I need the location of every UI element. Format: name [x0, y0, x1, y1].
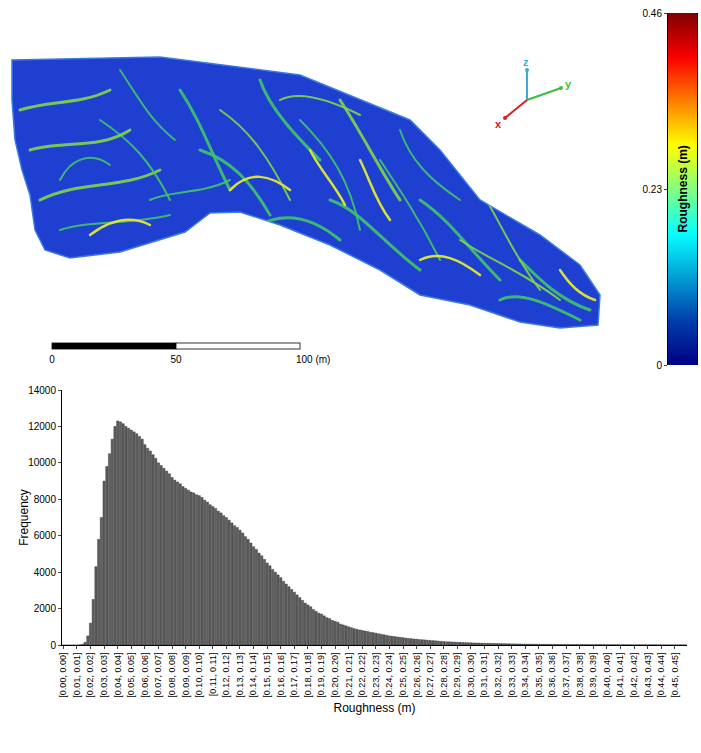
svg-text:[0.23, 0.23]: [0.23, 0.23] — [371, 653, 381, 698]
svg-text:12000: 12000 — [28, 421, 56, 432]
svg-text:[0.15, 0.15]: [0.15, 0.15] — [262, 653, 272, 698]
svg-text:[0.19, 0.19]: [0.19, 0.19] — [316, 653, 326, 698]
svg-text:[0.39, 0.39]: [0.39, 0.39] — [588, 653, 598, 698]
svg-text:[0.20, 0.20]: [0.20, 0.20] — [330, 653, 340, 698]
svg-text:y: y — [565, 78, 572, 90]
svg-text:[0.35, 0.35]: [0.35, 0.35] — [534, 653, 544, 698]
svg-text:[0.24, 0.24]: [0.24, 0.24] — [384, 653, 394, 698]
svg-text:[0.10, 0.10]: [0.10, 0.10] — [194, 653, 204, 698]
svg-text:0.23: 0.23 — [643, 184, 663, 195]
svg-text:Roughness (m): Roughness (m) — [676, 145, 690, 232]
svg-text:[0.42, 0.42]: [0.42, 0.42] — [629, 653, 639, 698]
svg-text:[0.38, 0.38]: [0.38, 0.38] — [575, 653, 585, 698]
svg-text:14000: 14000 — [28, 385, 56, 396]
svg-text:0: 0 — [49, 354, 55, 365]
svg-text:Frequency: Frequency — [17, 489, 31, 546]
svg-text:[0.12, 0.12]: [0.12, 0.12] — [221, 653, 231, 698]
svg-text:4000: 4000 — [34, 567, 57, 578]
svg-text:[0.18, 0.18]: [0.18, 0.18] — [303, 653, 313, 698]
svg-text:[0.33, 0.33]: [0.33, 0.33] — [507, 653, 517, 698]
svg-text:[0.25, 0.25]: [0.25, 0.25] — [398, 653, 408, 698]
svg-text:[0.45, 0.45]: [0.45, 0.45] — [670, 653, 680, 698]
svg-text:z: z — [523, 56, 529, 68]
svg-text:[0.34, 0.34]: [0.34, 0.34] — [520, 653, 530, 698]
svg-text:[0.21, 0.21]: [0.21, 0.21] — [344, 653, 354, 698]
svg-text:[0.09, 0.09]: [0.09, 0.09] — [181, 653, 191, 698]
svg-text:[0.41, 0.41]: [0.41, 0.41] — [615, 653, 625, 698]
svg-text:[0.04, 0.04]: [0.04, 0.04] — [113, 653, 123, 698]
svg-text:[0.02, 0.02]: [0.02, 0.02] — [85, 653, 95, 698]
svg-text:[0.43, 0.43]: [0.43, 0.43] — [643, 653, 653, 698]
svg-text:[0.40, 0.40]: [0.40, 0.40] — [602, 653, 612, 698]
svg-text:8000: 8000 — [34, 494, 57, 505]
svg-text:[0.31, 0.31]: [0.31, 0.31] — [479, 653, 489, 698]
svg-text:0: 0 — [50, 640, 56, 651]
svg-text:[0.00, 0.00]: [0.00, 0.00] — [58, 653, 68, 698]
svg-text:x: x — [495, 118, 502, 130]
svg-text:[0.17, 0.17]: [0.17, 0.17] — [289, 653, 299, 698]
svg-text:[0.05, 0.05]: [0.05, 0.05] — [126, 653, 136, 698]
svg-text:[0.07, 0.07]: [0.07, 0.07] — [153, 653, 163, 698]
svg-text:[0.29, 0.29]: [0.29, 0.29] — [452, 653, 462, 698]
svg-text:6000: 6000 — [34, 530, 57, 541]
svg-text:[0.30, 0.30]: [0.30, 0.30] — [466, 653, 476, 698]
svg-text:[0.01, 0.01]: [0.01, 0.01] — [72, 653, 82, 698]
svg-text:[0.03, 0.03]: [0.03, 0.03] — [99, 653, 109, 698]
svg-text:[0.44, 0.44]: [0.44, 0.44] — [656, 653, 666, 698]
svg-text:[0.08, 0.08]: [0.08, 0.08] — [167, 653, 177, 698]
svg-text:50: 50 — [170, 354, 182, 365]
svg-text:0: 0 — [656, 360, 662, 371]
svg-text:[0.36, 0.36]: [0.36, 0.36] — [547, 653, 557, 698]
svg-text:[0.14, 0.14]: [0.14, 0.14] — [249, 653, 259, 698]
svg-text:[0.16, 0.16]: [0.16, 0.16] — [276, 653, 286, 698]
svg-text:[0.27, 0.27]: [0.27, 0.27] — [425, 653, 435, 698]
svg-text:[0.13, 0.13]: [0.13, 0.13] — [235, 653, 245, 698]
svg-text:0.46: 0.46 — [643, 8, 663, 19]
svg-text:Roughness (m): Roughness (m) — [333, 701, 415, 715]
svg-text:10000: 10000 — [28, 457, 56, 468]
svg-text:[0.26, 0.26]: [0.26, 0.26] — [412, 653, 422, 698]
svg-text:[0.32, 0.32]: [0.32, 0.32] — [493, 653, 503, 698]
svg-text:2000: 2000 — [34, 603, 57, 614]
svg-text:[0.28, 0.28]: [0.28, 0.28] — [439, 653, 449, 698]
svg-text:[0.11, 0.11]: [0.11, 0.11] — [208, 653, 218, 697]
svg-text:[0.37, 0.37]: [0.37, 0.37] — [561, 653, 571, 698]
svg-text:[0.06, 0.06]: [0.06, 0.06] — [140, 653, 150, 698]
svg-text:100 (m): 100 (m) — [296, 354, 330, 365]
svg-text:[0.22, 0.22]: [0.22, 0.22] — [357, 653, 367, 698]
